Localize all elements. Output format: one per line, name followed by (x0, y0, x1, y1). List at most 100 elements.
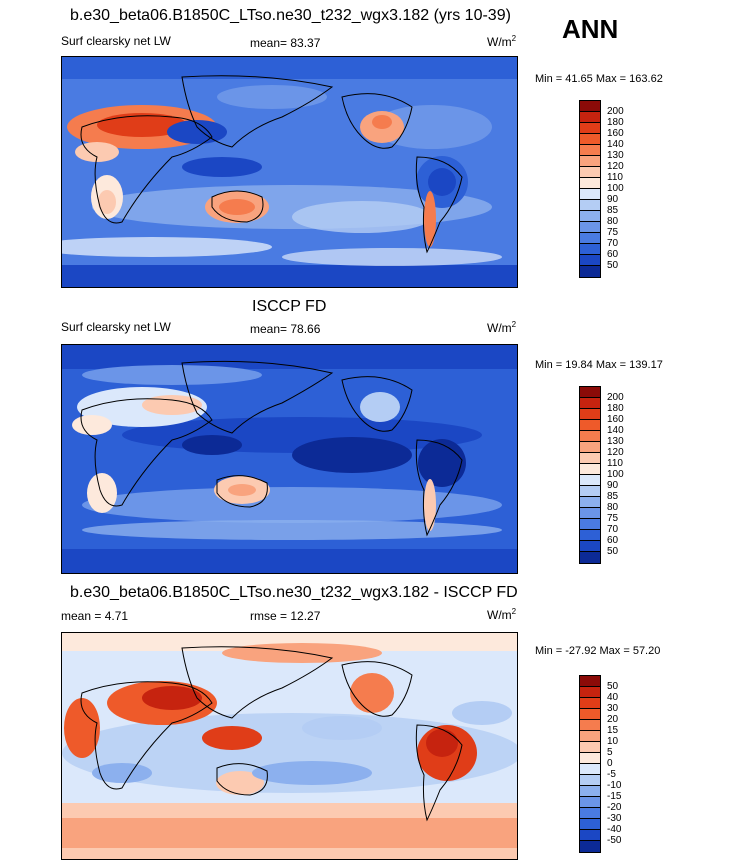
panel2-variable: Surf clearsky net LW (61, 320, 171, 334)
panel2-mean: mean= 78.66 (250, 322, 321, 336)
colorbar-swatch (580, 453, 600, 464)
colorbar-swatch (580, 398, 600, 409)
colorbar-swatch (580, 134, 600, 145)
colorbar-swatch (580, 698, 600, 709)
colorbar-tick-label: 85 (607, 205, 619, 216)
colorbar-tick-label: 70 (607, 238, 619, 249)
colorbar-swatch (580, 530, 600, 541)
colorbar-tick-label: 50 (607, 681, 619, 692)
colorbar-swatch (580, 541, 600, 552)
colorbar-tick-label: -10 (607, 780, 622, 791)
colorbar-tick-label: 70 (607, 524, 619, 535)
colorbar-tick-label: 110 (607, 458, 623, 469)
colorbar-swatch (580, 244, 600, 255)
panel2-minmax: Min = 19.84 Max = 139.17 (535, 359, 663, 371)
colorbar-swatch (580, 167, 600, 178)
panel1-colorbar (579, 100, 601, 278)
colorbar-swatch (580, 200, 600, 211)
colorbar-tick-label: 80 (607, 502, 619, 513)
colorbar-swatch (580, 676, 600, 687)
season-label: ANN (562, 14, 619, 44)
colorbar-swatch (580, 720, 600, 731)
panel1-mean: mean= 83.37 (250, 36, 321, 50)
colorbar-tick-label: 100 (607, 183, 624, 194)
colorbar-tick-label: 0 (607, 758, 613, 769)
colorbar-swatch (580, 387, 600, 398)
colorbar-swatch (580, 687, 600, 698)
colorbar-tick-label: 200 (607, 106, 624, 117)
panel1-map (61, 56, 518, 288)
colorbar-swatch (580, 709, 600, 720)
colorbar-swatch (580, 123, 600, 134)
colorbar-tick-label: 75 (607, 513, 619, 524)
colorbar-tick-label: 5 (607, 747, 613, 758)
colorbar-tick-label: 40 (607, 692, 619, 703)
colorbar-swatch (580, 808, 600, 819)
colorbar-tick-label: 120 (607, 447, 624, 458)
colorbar-tick-label: 100 (607, 469, 624, 480)
colorbar-tick-label: 140 (607, 425, 624, 436)
colorbar-swatch (580, 255, 600, 266)
colorbar-swatch (580, 233, 600, 244)
panel1-title: b.e30_beta06.B1850C_LTso.ne30_t232_wgx3.… (70, 7, 511, 24)
colorbar-tick-label: 130 (607, 150, 624, 161)
panel3-title: b.e30_beta06.B1850C_LTso.ne30_t232_wgx3.… (70, 584, 518, 601)
colorbar-swatch (580, 797, 600, 808)
panel3-units: W/m2 (487, 607, 517, 622)
colorbar-tick-label: 180 (607, 117, 624, 128)
colorbar-tick-label: 130 (607, 436, 624, 447)
colorbar-swatch (580, 409, 600, 420)
colorbar-swatch (580, 486, 600, 497)
panel1-minmax: Min = 41.65 Max = 163.62 (535, 73, 663, 85)
colorbar-tick-label: 80 (607, 216, 619, 227)
colorbar-tick-label: 30 (607, 703, 619, 714)
panel1-units: W/m2 (487, 34, 517, 49)
colorbar-swatch (580, 731, 600, 742)
panel2-units: W/m2 (487, 320, 517, 335)
colorbar-tick-label: 160 (607, 414, 624, 425)
colorbar-tick-label: 15 (607, 725, 619, 736)
colorbar-tick-label: 90 (607, 480, 619, 491)
colorbar-swatch (580, 178, 600, 189)
colorbar-tick-label: -15 (607, 791, 622, 802)
colorbar-swatch (580, 112, 600, 123)
panel3-colorbar (579, 675, 601, 853)
colorbar-tick-label: 200 (607, 392, 624, 403)
colorbar-tick-label: 60 (607, 535, 619, 546)
panel1-variable: Surf clearsky net LW (61, 34, 171, 48)
colorbar-tick-label: 180 (607, 403, 624, 414)
panel3-map (61, 632, 518, 860)
colorbar-tick-label: -50 (607, 835, 622, 846)
colorbar-swatch (580, 786, 600, 797)
colorbar-swatch (580, 101, 600, 112)
colorbar-swatch (580, 775, 600, 786)
colorbar-swatch (580, 266, 600, 277)
colorbar-swatch (580, 841, 600, 852)
colorbar-tick-label: 60 (607, 249, 619, 260)
colorbar-swatch (580, 189, 600, 200)
colorbar-swatch (580, 497, 600, 508)
colorbar-swatch (580, 442, 600, 453)
colorbar-tick-label: 50 (607, 546, 619, 557)
panel3-mean: mean = 4.71 (61, 609, 129, 623)
colorbar-tick-label: 120 (607, 161, 624, 172)
colorbar-tick-label: -5 (607, 769, 616, 780)
colorbar-tick-label: 160 (607, 128, 624, 139)
colorbar-tick-label: 85 (607, 491, 619, 502)
colorbar-swatch (580, 742, 600, 753)
colorbar-tick-label: -30 (607, 813, 622, 824)
colorbar-tick-label: 75 (607, 227, 619, 238)
panel2-colorbar (579, 386, 601, 564)
colorbar-swatch (580, 145, 600, 156)
colorbar-tick-label: 90 (607, 194, 619, 205)
colorbar-tick-label: 20 (607, 714, 619, 725)
colorbar-swatch (580, 431, 600, 442)
colorbar-swatch (580, 464, 600, 475)
colorbar-swatch (580, 753, 600, 764)
colorbar-swatch (580, 819, 600, 830)
colorbar-swatch (580, 156, 600, 167)
colorbar-swatch (580, 211, 600, 222)
colorbar-tick-label: -20 (607, 802, 622, 813)
colorbar-swatch (580, 222, 600, 233)
panel2-map (61, 344, 518, 574)
